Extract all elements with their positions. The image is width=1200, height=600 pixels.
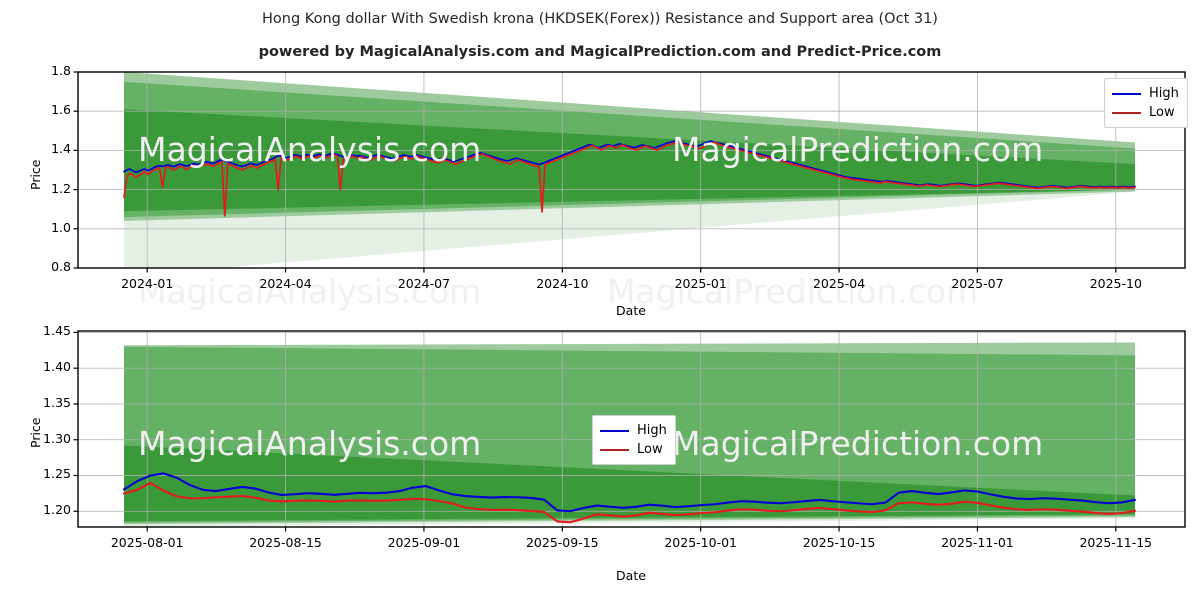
xtick-label: 2025-08-15 bbox=[249, 535, 322, 550]
ytick-label: 1.0 bbox=[51, 219, 71, 235]
watermark: MagicalPrediction.com bbox=[672, 424, 1044, 463]
ytick-label: 1.35 bbox=[43, 394, 71, 410]
ytick-label: 1.8 bbox=[51, 63, 71, 78]
xtick-label: 2025-10-15 bbox=[802, 535, 876, 550]
xtick-label: 2025-11-01 bbox=[941, 535, 1014, 550]
legend-line-high bbox=[1112, 92, 1141, 95]
xtick-label: 2025-01 bbox=[674, 276, 727, 291]
top-chart-xlabel: Date bbox=[616, 303, 646, 318]
ytick-label: 1.4 bbox=[51, 141, 71, 157]
xtick-label: 2025-04 bbox=[812, 276, 866, 291]
ytick-label: 1.45 bbox=[43, 323, 71, 339]
bottom-chart-legend: High Low bbox=[592, 415, 676, 465]
ytick-label: 1.20 bbox=[43, 502, 71, 518]
legend-entry-low: Low bbox=[1112, 103, 1179, 122]
legend-label-low: Low bbox=[637, 442, 663, 457]
xtick-label: 2025-09-15 bbox=[525, 535, 599, 550]
bottom-chart-xlabel: Date bbox=[616, 568, 646, 583]
xtick-label: 2025-09-01 bbox=[387, 535, 461, 550]
ytick-label: 1.2 bbox=[51, 180, 71, 196]
watermark: MagicalAnalysis.com bbox=[138, 130, 482, 169]
xtick-label: 2025-11-15 bbox=[1079, 535, 1153, 550]
legend-label-high: High bbox=[637, 423, 667, 438]
page-title: Hong Kong dollar With Swedish krona (HKD… bbox=[262, 11, 938, 27]
ytick-label: 1.30 bbox=[43, 430, 71, 446]
watermark: MagicalPrediction.com bbox=[607, 272, 979, 311]
legend-line-high bbox=[600, 429, 629, 432]
legend-label-high: High bbox=[1149, 86, 1179, 101]
legend-entry-low: Low bbox=[600, 440, 667, 459]
legend-label-low: Low bbox=[1149, 105, 1175, 120]
xtick-label: 2025-07 bbox=[951, 276, 1004, 291]
xtick-label: 2025-10 bbox=[1089, 276, 1142, 291]
ytick-label: 0.8 bbox=[51, 259, 71, 274]
legend-entry-high: High bbox=[600, 421, 667, 440]
ytick-label: 1.6 bbox=[51, 102, 71, 118]
ytick-label: 1.40 bbox=[43, 359, 71, 375]
xtick-label: 2025-08-01 bbox=[110, 535, 184, 550]
watermark: MagicalAnalysis.com bbox=[138, 272, 482, 311]
xtick-label: 2025-10-01 bbox=[664, 535, 738, 550]
legend-line-low bbox=[600, 448, 629, 451]
legend-line-low bbox=[1112, 111, 1141, 114]
page-subtitle: powered by MagicalAnalysis.com and Magic… bbox=[258, 44, 942, 60]
ytick-label: 1.25 bbox=[43, 466, 71, 482]
watermark: MagicalPrediction.com bbox=[672, 130, 1044, 169]
legend-entry-high: High bbox=[1112, 84, 1179, 103]
watermark: MagicalAnalysis.com bbox=[138, 424, 482, 463]
xtick-label: 2024-04 bbox=[259, 276, 312, 291]
xtick-label: 2024-01 bbox=[121, 276, 174, 291]
xtick-label: 2024-10 bbox=[536, 276, 589, 291]
top-chart-legend: High Low bbox=[1104, 78, 1188, 128]
xtick-label: 2024-07 bbox=[397, 276, 451, 291]
